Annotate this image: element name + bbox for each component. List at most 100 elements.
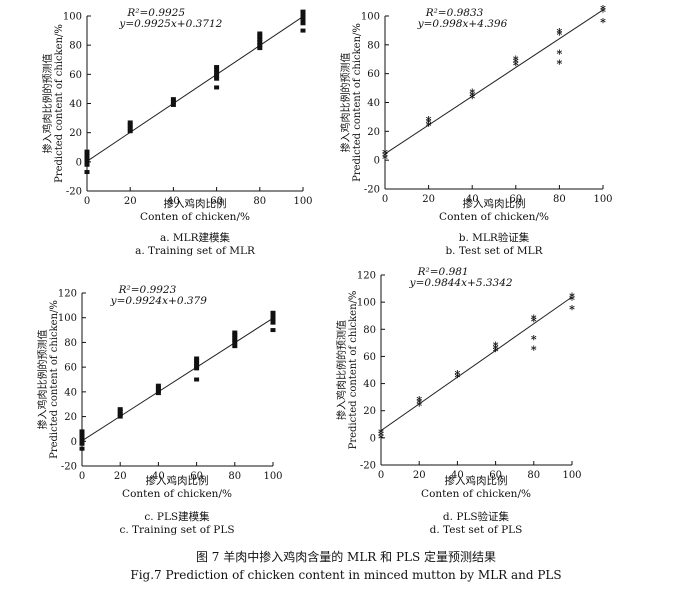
y-axis-label-en: Predicted content of chicken/%: [49, 300, 60, 459]
data-point: *: [557, 58, 563, 71]
data-point: [79, 439, 85, 444]
x-tick-label: 20: [413, 470, 426, 481]
chart-subtitle-zh: a. MLR建模集: [160, 231, 231, 244]
y-tick-label: 60: [69, 70, 82, 81]
data-point: [79, 441, 85, 446]
data-point: *: [531, 333, 537, 346]
data-point: [214, 65, 220, 70]
data-point: *: [513, 56, 519, 69]
y-tick-label: 40: [69, 99, 82, 110]
y-tick-label: 40: [64, 387, 77, 398]
data-point: [79, 431, 85, 436]
data-point: [194, 358, 200, 363]
y-tick-label: 20: [367, 127, 380, 138]
data-point: [84, 155, 90, 160]
data-point: [300, 12, 306, 17]
data-point: *: [378, 429, 384, 442]
y-tick-label: 80: [64, 338, 77, 349]
y-tick-label: 40: [363, 379, 376, 390]
regression-equation: y=0.9924x+0.379: [110, 295, 208, 307]
x-tick-label: 60: [190, 471, 203, 482]
regression-line: [380, 296, 573, 432]
chart-subtitle-zh: b. MLR验证集: [459, 231, 530, 244]
data-point: [232, 330, 238, 335]
x-axis-label-zh: 掺入鸡肉比例: [164, 197, 227, 210]
data-point: [270, 318, 276, 323]
data-point: [117, 412, 123, 417]
x-axis-label-zh: 掺入鸡肉比例: [463, 197, 526, 210]
x-tick-label: 80: [527, 470, 540, 481]
data-point: *: [426, 114, 432, 127]
y-tick-label: 0: [71, 437, 77, 448]
data-point: [232, 344, 238, 349]
data-point: *: [600, 6, 606, 19]
x-tick-label: 20: [114, 471, 127, 482]
x-tick-label: 40: [167, 196, 180, 207]
x-axis-label-en: Conten of chicken/%: [439, 211, 549, 223]
data-point: [84, 152, 90, 157]
data-point: *: [531, 315, 537, 328]
data-point: [270, 315, 276, 320]
x-tick-label: 0: [378, 470, 384, 481]
y-tick-label: -20: [364, 185, 380, 196]
data-point: [270, 313, 276, 318]
x-tick-label: 60: [210, 196, 223, 207]
chart-subtitle-en: b. Test set of MLR: [445, 245, 543, 257]
data-point: [155, 388, 161, 393]
x-tick-label: 80: [553, 194, 566, 205]
y-tick-label: -20: [360, 461, 376, 472]
r-squared-annotation: R²=0.9833: [425, 7, 484, 19]
data-point: *: [600, 3, 606, 16]
data-point: *: [416, 399, 422, 412]
data-point: *: [378, 432, 384, 445]
x-axis-label-zh: 掺入鸡肉比例: [445, 474, 508, 487]
data-point: *: [378, 426, 384, 439]
data-point: *: [557, 26, 563, 39]
data-point: [214, 70, 220, 75]
data-point: *: [493, 340, 499, 353]
x-tick-label: 100: [562, 470, 581, 481]
y-tick-label: 60: [64, 363, 77, 374]
y-tick-label: 100: [361, 12, 380, 23]
r-squared-annotation: R²=0.9923: [118, 284, 177, 296]
regression-equation: y=0.998x+4.396: [417, 18, 508, 30]
data-point: [79, 446, 85, 451]
y-axis-label-en: Predicted content of chicken/%: [54, 24, 65, 183]
regression-line: [384, 9, 604, 155]
y-tick-label: 80: [69, 41, 82, 52]
y-tick-label: 60: [363, 352, 376, 363]
data-point: [214, 67, 220, 72]
data-point: *: [557, 47, 563, 60]
data-point: [300, 15, 306, 20]
x-tick-label: 20: [124, 196, 137, 207]
data-point: [257, 40, 263, 45]
r-squared-annotation: R²=0.981: [417, 266, 469, 278]
data-point: [170, 100, 176, 105]
data-point: [194, 363, 200, 368]
data-point: *: [569, 303, 575, 316]
data-point: [214, 73, 220, 78]
data-point: [117, 409, 123, 414]
data-point: *: [382, 147, 388, 160]
y-tick-label: 120: [357, 271, 376, 282]
data-point: *: [469, 92, 475, 105]
data-point: *: [455, 368, 461, 381]
data-point: *: [416, 394, 422, 407]
y-tick-label: 80: [367, 40, 380, 51]
data-point: [155, 391, 161, 396]
data-point: *: [493, 345, 499, 358]
y-tick-label: -20: [66, 187, 82, 198]
data-point: *: [426, 120, 432, 133]
data-point: *: [382, 153, 388, 166]
figure-caption-zh: 图 7 羊肉中掺入鸡肉含量的 MLR 和 PLS 定量预测结果: [195, 550, 497, 564]
data-point: *: [600, 16, 606, 29]
data-point: *: [557, 29, 563, 42]
y-tick-label: 20: [69, 128, 82, 139]
data-point: *: [469, 89, 475, 102]
x-tick-label: 40: [152, 471, 165, 482]
chart-subtitle-zh: c. PLS建模集: [144, 510, 210, 523]
